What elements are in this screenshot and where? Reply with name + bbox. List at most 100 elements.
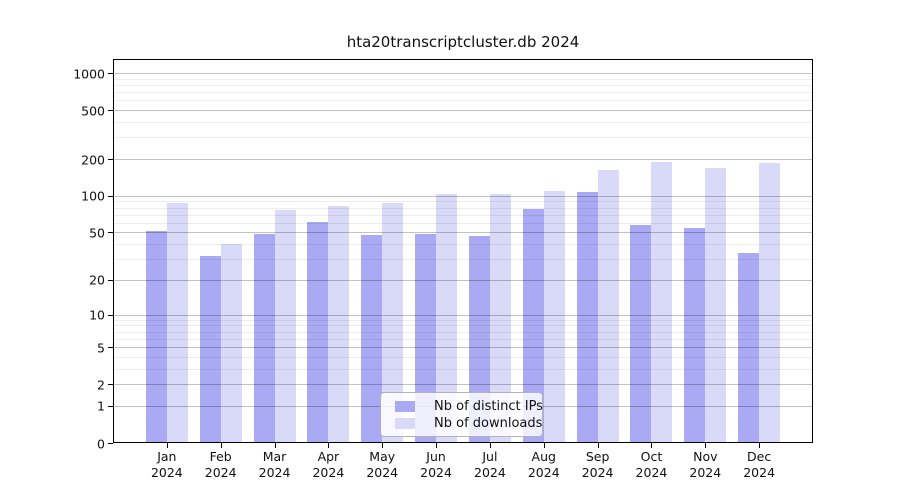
y-tick-label: 500: [81, 103, 105, 119]
y-tick-label: 1000: [73, 66, 105, 82]
y-tick: [108, 347, 113, 349]
bar-distinct-ips-jul: [468, 235, 490, 442]
y-tick: [108, 232, 113, 234]
bar-downloads-jul: [489, 193, 511, 442]
x-tick-label: Aug 2024: [527, 449, 560, 480]
x-tick: [382, 443, 384, 448]
gridline-minor: [113, 259, 813, 261]
bar-distinct-ips-jan: [145, 231, 167, 442]
gridline-minor: [113, 100, 813, 102]
x-tick-label: Mar 2024: [258, 449, 291, 480]
bar-downloads-sep: [597, 169, 619, 442]
gridline-minor: [113, 356, 813, 358]
gridline-minor: [113, 201, 813, 203]
gridline-major: [113, 384, 813, 386]
gridline-major: [113, 279, 813, 281]
x-tick-label: Feb 2024: [204, 449, 237, 480]
x-tick-label: Dec 2024: [743, 449, 776, 480]
bar-distinct-ips-sep: [576, 191, 598, 442]
x-tick-label: Jun 2024: [420, 449, 452, 480]
x-tick-label: Nov 2024: [689, 449, 722, 480]
bar-downloads-may: [382, 202, 404, 442]
bar-downloads-jan: [166, 203, 188, 442]
x-tick: [436, 443, 438, 448]
bar-downloads-apr: [328, 206, 350, 442]
gridline-major: [113, 347, 813, 349]
bar-distinct-ips-dec: [738, 252, 760, 442]
gridline-major: [113, 73, 813, 75]
bar-downloads-oct: [651, 162, 673, 442]
y-tick-label: 50: [89, 225, 105, 241]
x-tick: [651, 443, 653, 448]
x-tick: [166, 443, 168, 448]
bar-distinct-ips-mar: [253, 233, 275, 442]
x-tick: [274, 443, 276, 448]
x-tick: [328, 443, 330, 448]
y-tick-label: 2: [97, 377, 105, 393]
gridline-minor: [113, 137, 813, 139]
x-tick-label: Jul 2024: [474, 449, 506, 480]
x-tick: [543, 443, 545, 448]
legend: Nb of distinct IPs Nb of downloads: [380, 392, 543, 437]
y-tick: [108, 279, 113, 281]
gridline-major: [113, 314, 813, 316]
y-tick: [108, 405, 113, 407]
x-tick-label: Jan 2024: [150, 449, 183, 480]
x-tick: [705, 443, 707, 448]
bar-distinct-ips-nov: [684, 228, 706, 442]
y-tick: [108, 73, 113, 75]
bar-downloads-aug: [543, 190, 565, 442]
bar-downloads-dec: [759, 162, 781, 442]
gridline-minor: [113, 78, 813, 80]
legend-item-distinct-ips: Nb of distinct IPs: [395, 398, 543, 415]
y-tick: [108, 384, 113, 386]
gridline-minor: [113, 207, 813, 209]
x-tick: [759, 443, 761, 448]
gridline-major: [113, 110, 813, 112]
y-tick-label: 1: [97, 398, 105, 414]
x-tick-label: May 2024: [366, 449, 399, 480]
gridline-major: [113, 159, 813, 160]
gridline-minor: [113, 84, 813, 86]
y-tick: [108, 443, 113, 444]
x-tick: [489, 443, 491, 448]
x-tick-label: Apr 2024: [312, 449, 345, 480]
bar-downloads-jun: [436, 193, 458, 442]
bar-downloads-nov: [705, 168, 727, 442]
gridline-minor: [113, 331, 813, 333]
y-tick-label: 100: [81, 188, 105, 204]
bar-distinct-ips-apr: [307, 221, 329, 442]
bar-distinct-ips-may: [361, 234, 383, 442]
y-tick-label: 20: [89, 272, 105, 288]
gridline-minor: [113, 338, 813, 340]
y-tick-label: 0: [97, 436, 105, 451]
x-tick: [220, 443, 222, 448]
bar-downloads-feb: [220, 244, 242, 442]
legend-item-downloads: Nb of downloads: [395, 415, 542, 432]
gridline-minor: [113, 319, 813, 321]
legend-label-distinct-ips: Nb of distinct IPs: [434, 399, 543, 414]
bar-distinct-ips-oct: [630, 224, 652, 442]
bar-distinct-ips-feb: [199, 255, 221, 442]
bar-distinct-ips-jun: [415, 233, 437, 442]
legend-swatch-distinct-ips: [395, 401, 415, 412]
legend-label-downloads: Nb of downloads: [434, 416, 543, 431]
chart-title: hta20transcriptcluster.db 2024: [346, 33, 580, 51]
legend-swatch-downloads: [395, 418, 415, 429]
y-tick: [108, 195, 113, 197]
gridline-minor: [113, 368, 813, 370]
y-tick-label: 5: [97, 340, 105, 356]
gridline-major: [113, 232, 813, 234]
x-tick: [597, 443, 599, 448]
x-tick-label: Sep 2024: [581, 449, 614, 480]
gridline-minor: [113, 325, 813, 327]
bar-downloads-mar: [274, 210, 296, 442]
gridline-minor: [113, 122, 813, 124]
y-tick-label: 200: [81, 152, 105, 167]
gridline-minor: [113, 92, 813, 94]
x-tick-label: Oct 2024: [635, 449, 668, 480]
gridline-minor: [113, 222, 813, 224]
y-tick-label: 10: [89, 307, 105, 323]
gridline-minor: [113, 244, 813, 246]
